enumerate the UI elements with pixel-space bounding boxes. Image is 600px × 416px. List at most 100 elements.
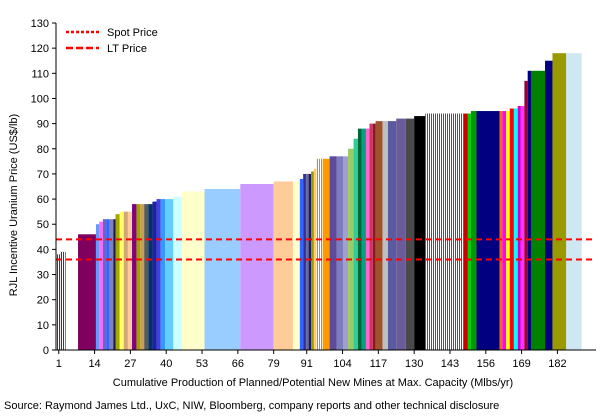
bar-54 [463,113,468,350]
bar-51 [405,118,415,350]
bar-43 [361,128,366,350]
x-tick-label-117: 117 [370,358,388,370]
bar-10 [115,214,120,350]
y-tick-label-20: 20 [37,295,49,307]
x-tick-label-27: 27 [124,358,136,370]
bar-4 [95,224,100,350]
bar-58 [499,111,503,351]
y-tick-label-40: 40 [37,244,49,256]
y-tick-label-0: 0 [43,345,49,357]
bar-57 [476,111,500,351]
bar-14 [132,204,137,350]
bar-69 [552,53,567,350]
bar-41 [353,138,358,350]
bar-30 [303,173,307,350]
y-tick-label-90: 90 [37,119,49,131]
y-tick-label-10: 10 [37,320,49,332]
x-tick-label-66: 66 [232,358,244,370]
bar-70 [566,53,582,350]
bar-36 [322,158,330,350]
bar-33 [311,171,314,350]
bar-66 [527,70,531,351]
axes: 0 10 20 30 40 50 60 70 80 90 100 110 120 130 1 14 27 40 53… [31,18,596,370]
bar-61 [509,108,514,351]
bar-20 [156,199,161,350]
x-tick-label-130: 130 [405,358,423,370]
bar-6 [102,219,107,350]
bar-29 [299,178,304,350]
reference-lines [56,238,596,261]
bar-13 [127,211,133,350]
source-note: Source: Raymond James Ltd., UxC, NIW, Bl… [4,400,500,412]
bar-28 [292,181,300,350]
bar-15 [136,204,141,350]
bar-55 [467,113,471,350]
bar-19 [152,201,157,350]
bar-25 [204,189,241,350]
bars-layer [56,53,582,351]
legend: Spot Price LT Price [66,27,158,55]
bar-5 [99,221,103,350]
x-tick-label-169: 169 [512,358,530,370]
bar-64 [520,106,525,350]
bar-7 [106,219,110,350]
x-tick-label-1: 1 [56,358,62,370]
bar-38 [336,156,344,350]
bar-32 [308,173,312,350]
bar-hatch-2 [60,251,66,350]
bar-16 [140,204,145,350]
x-tick-label-40: 40 [160,358,172,370]
x-tick-label-156: 156 [477,358,495,370]
bar-18 [148,204,153,350]
x-tick-label-104: 104 [333,358,351,370]
bar-17 [144,204,149,350]
bar-68 [545,60,553,350]
bar-67 [530,70,546,351]
legend-label-2: LT Price [107,43,147,55]
x-tick-label-91: 91 [301,358,313,370]
bar-40 [348,148,354,350]
bar-65 [524,80,528,350]
bar-8 [109,219,114,350]
y-tick-label-120: 120 [31,43,49,55]
bar-21 [160,199,166,350]
x-tick-label-79: 79 [268,358,280,370]
bar-23 [173,196,182,350]
bar-3 [78,234,96,350]
y-tick-label-60: 60 [37,194,49,206]
bar-63 [517,106,521,350]
y-tick-label-70: 70 [37,169,49,181]
y-tick-label-110: 110 [31,68,49,80]
bar-24 [181,191,205,350]
bar-11 [119,211,124,350]
x-axis-title: Cumulative Production of Planned/Potenti… [113,377,513,389]
y-tick-label-50: 50 [37,219,49,231]
bar-56 [470,111,477,351]
bar-37 [329,156,337,350]
bar-26 [240,183,274,350]
bar-48 [382,121,388,350]
y-tick-label-100: 100 [31,93,49,105]
x-tick-label-53: 53 [196,358,208,370]
bar-31 [306,173,309,350]
x-tick-label-182: 182 [548,358,566,370]
bar-hatch-35 [316,158,323,350]
bar-50 [396,118,406,350]
bar-hatch-1 [56,254,61,350]
bar-hatch-53 [425,113,464,350]
bar-45 [369,123,373,350]
bar-34 [313,168,317,350]
bar-47 [375,121,383,350]
x-tick-label-14: 14 [88,358,100,370]
legend-label-1: Spot Price [107,27,158,39]
bar-27 [273,181,293,350]
bar-46 [372,123,376,350]
x-tick-label-143: 143 [441,358,459,370]
bar-12 [123,211,128,350]
y-tick-label-130: 130 [31,18,49,30]
bar-22 [165,199,174,350]
bar-60 [506,111,510,351]
bar-39 [343,156,349,350]
bar-9 [113,219,116,350]
